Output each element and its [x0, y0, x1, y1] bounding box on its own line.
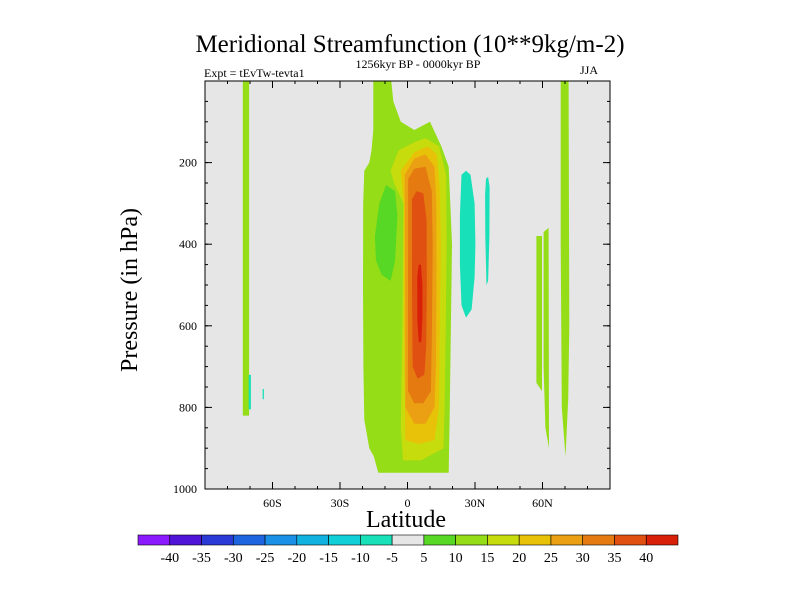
ctr-north-mid-band [536, 236, 542, 392]
colorbar-label: -35 [192, 551, 211, 566]
x-tick-label: 30S [331, 496, 350, 510]
ctr-north-mid-band-b [543, 227, 549, 449]
colorbar-swatch [487, 534, 520, 546]
colorbar-label: -5 [386, 551, 398, 566]
colorbar-label: 10 [449, 551, 463, 566]
colorbar-label: 5 [420, 551, 427, 566]
y-axis-label: Pressure (in hPa) [117, 208, 143, 372]
colorbar-label: -40 [160, 551, 179, 566]
colorbar-label: -20 [287, 551, 306, 566]
colorbar-swatch [614, 534, 647, 546]
chart-title: Meridional Streamfunction (10**9kg/m-2) [195, 31, 624, 58]
x-tick-label: 0 [405, 496, 411, 510]
colorbar-swatch [550, 534, 584, 546]
experiment-label: Expt = tEvTw-tevta1 [204, 66, 305, 80]
x-tick-label: 60S [263, 496, 282, 510]
colorbar-swatch [232, 534, 266, 546]
x-tick-label: 30N [465, 496, 486, 510]
colorbar-swatch [201, 534, 234, 546]
y-tick-label: 800 [179, 400, 197, 414]
ctr-north-high-band [560, 81, 570, 457]
colorbar-label: 25 [544, 551, 558, 566]
colorbar-swatch [360, 534, 393, 546]
colorbar-swatch [645, 534, 679, 546]
colorbar-swatch [423, 534, 456, 546]
colorbar-label: 35 [608, 551, 622, 566]
colorbar-swatch [391, 534, 425, 546]
y-tick-label: 200 [179, 156, 197, 170]
ctr-north-neg-right [485, 176, 490, 285]
colorbar-label: -10 [351, 551, 370, 566]
period-label: 1256kyr BP - 0000kyr BP [356, 57, 481, 71]
x-axis-label: Latitude [366, 507, 446, 533]
colorbar-label: 20 [512, 551, 526, 566]
y-tick-label: 1000 [173, 482, 197, 496]
colorbar-swatch [137, 534, 171, 546]
colorbar-label: 30 [576, 551, 590, 566]
colorbar-swatch [296, 534, 329, 546]
ctr-hadley-hole [374, 185, 398, 281]
ctr-north-neg-main [459, 170, 476, 318]
colorbar-label: 40 [639, 551, 653, 566]
y-tick-label: 600 [179, 319, 197, 333]
colorbar-swatch [518, 534, 552, 546]
y-tick-label: 400 [179, 237, 197, 251]
colorbar-swatch [455, 534, 488, 546]
colorbar-swatch [169, 534, 202, 546]
colorbar-label: -25 [256, 551, 275, 566]
colorbar: -40 -35 -30 -25 -20 -15 -10 -5 5 10 15 20 25 30 35 40 [137, 534, 679, 566]
colorbar-label: -15 [319, 551, 338, 566]
ctr-south-speck-b [262, 389, 264, 400]
x-tick-label: 60N [532, 496, 553, 510]
colorbar-swatch [264, 534, 298, 546]
ctr-south-band [242, 81, 250, 416]
contour-fills [242, 81, 570, 473]
colorbar-label: -30 [224, 551, 243, 566]
ctr-hadley-35 [417, 264, 423, 343]
season-label: JJA [580, 63, 598, 77]
colorbar-label: 15 [480, 551, 494, 566]
colorbar-swatch [328, 534, 361, 546]
axis-ticks: 60S 30S 0 30N 60N 200 400 600 800 1000 [173, 81, 611, 510]
ctr-south-speck-a [248, 374, 251, 410]
plot-area: 60S 30S 0 30N 60N 200 400 600 800 1000 [173, 80, 611, 510]
colorbar-swatch [582, 534, 615, 546]
